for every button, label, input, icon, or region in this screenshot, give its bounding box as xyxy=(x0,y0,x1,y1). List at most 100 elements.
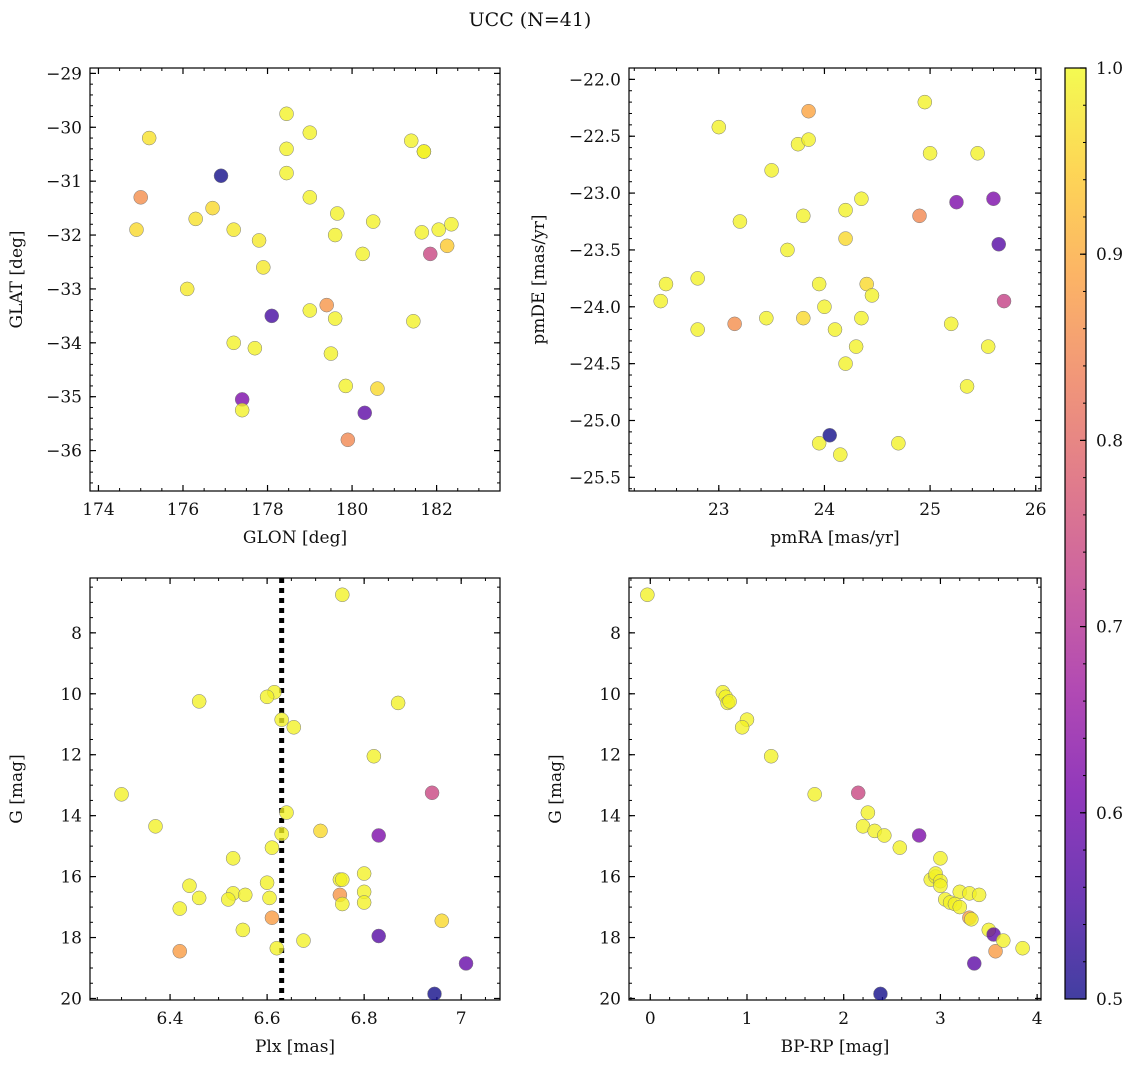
data-point xyxy=(848,339,864,354)
data-point xyxy=(256,260,271,275)
x-tick-label: 0 xyxy=(645,1009,656,1029)
data-point xyxy=(355,246,370,262)
data-point xyxy=(711,119,727,135)
data-point xyxy=(734,720,750,735)
data-point xyxy=(431,222,446,237)
scatter-points xyxy=(114,578,474,1000)
data-point xyxy=(759,310,774,326)
x-tick-label: 3 xyxy=(935,1009,946,1029)
data-point xyxy=(172,901,188,916)
y-tick-label: 16 xyxy=(60,868,82,888)
colorbar-tick-label: 0.9 xyxy=(1096,245,1123,265)
y-tick-label: −24.5 xyxy=(569,355,621,375)
data-point xyxy=(264,910,280,925)
data-point xyxy=(302,303,318,318)
data-point xyxy=(991,237,1006,252)
y-tick-label: −23.0 xyxy=(569,184,621,204)
x-tick-label: 6.6 xyxy=(254,1009,281,1029)
x-tick-label: 6.4 xyxy=(157,1009,184,1029)
data-point xyxy=(424,785,440,801)
data-point xyxy=(357,405,372,421)
y-tick-label: −22.5 xyxy=(569,127,621,147)
data-point xyxy=(996,293,1012,309)
y-tick-label: 16 xyxy=(599,868,621,888)
data-point xyxy=(763,748,779,764)
x-tick-label: 6.8 xyxy=(351,1009,378,1029)
data-point xyxy=(873,986,888,1000)
data-point xyxy=(226,222,241,237)
x-tick-label: 23 xyxy=(708,500,730,520)
data-point xyxy=(732,214,748,229)
y-tick-label: 18 xyxy=(60,929,82,949)
data-point xyxy=(259,875,275,890)
y-tick-label: 10 xyxy=(599,685,621,705)
colorbar-tick-label: 0.5 xyxy=(1096,990,1123,1010)
data-point xyxy=(133,190,148,205)
data-point xyxy=(264,308,280,324)
data-point xyxy=(838,356,853,371)
data-point xyxy=(764,163,779,178)
y-tick-label: 8 xyxy=(71,624,82,644)
data-point xyxy=(269,940,285,956)
y-tick-label: −36 xyxy=(46,442,82,462)
data-point xyxy=(416,144,432,159)
figure-title: UCC (N=41) xyxy=(469,9,592,31)
data-point xyxy=(988,943,1003,959)
x-axis-label: GLON [deg] xyxy=(243,528,347,548)
data-point xyxy=(114,787,129,802)
y-tick-label: −34 xyxy=(46,334,82,354)
data-point xyxy=(238,887,253,903)
data-point xyxy=(952,899,968,915)
data-point xyxy=(892,840,908,855)
data-point xyxy=(933,878,948,893)
x-tick-label: 182 xyxy=(420,500,452,520)
y-tick-label: 14 xyxy=(60,807,82,827)
data-point xyxy=(838,231,853,246)
y-axis-label: GLAT [deg] xyxy=(7,230,27,328)
data-point xyxy=(877,828,892,843)
axes-frame xyxy=(628,577,1042,1001)
y-tick-label: −24.0 xyxy=(569,298,621,318)
data-point xyxy=(439,238,455,254)
data-point xyxy=(891,435,906,451)
x-tick-label: 180 xyxy=(336,500,368,520)
data-point xyxy=(434,913,450,929)
data-point xyxy=(191,694,207,709)
data-point xyxy=(971,887,987,903)
colorbar-tick-label: 0.6 xyxy=(1096,804,1123,824)
y-tick-label: 12 xyxy=(60,746,82,766)
x-tick-label: 178 xyxy=(251,500,283,520)
data-point xyxy=(370,381,385,396)
panel-parallax-magnitude: 6.4 6.6 6.8 7 8 10 12 14 16 18 20 Plx [mas] G [mag] xyxy=(7,577,501,1057)
data-point xyxy=(247,340,263,356)
data-point xyxy=(959,379,975,394)
data-point xyxy=(838,202,853,218)
data-point xyxy=(262,890,277,906)
data-point xyxy=(319,297,334,313)
y-tick-label: 8 xyxy=(610,624,621,644)
data-point xyxy=(801,132,816,147)
colorbar-tick-label: 1.0 xyxy=(1096,59,1123,79)
data-point xyxy=(458,956,474,971)
data-point xyxy=(780,242,795,258)
y-tick-label: 12 xyxy=(599,746,621,766)
axes-frame xyxy=(628,67,1042,492)
data-point xyxy=(356,895,372,910)
data-point xyxy=(259,689,275,705)
colorbar-tick-label: 0.8 xyxy=(1096,431,1123,451)
x-tick-label: 4 xyxy=(1032,1009,1043,1029)
data-point xyxy=(356,866,372,881)
data-point xyxy=(911,828,927,843)
data-point xyxy=(335,872,350,887)
x-tick-label: 24 xyxy=(814,500,836,520)
y-tick-label: 10 xyxy=(60,685,82,705)
data-point xyxy=(226,335,241,351)
data-point xyxy=(213,168,229,184)
y-tick-label: 20 xyxy=(60,989,82,1009)
data-point xyxy=(390,695,406,711)
data-point xyxy=(1015,940,1030,956)
data-point xyxy=(148,819,163,834)
data-point xyxy=(335,587,350,603)
data-point xyxy=(235,922,251,938)
